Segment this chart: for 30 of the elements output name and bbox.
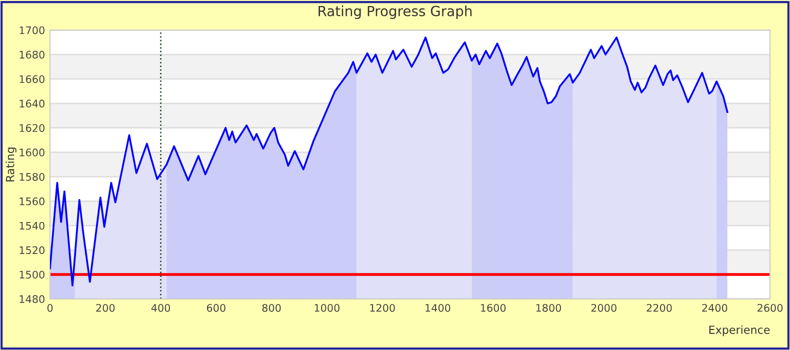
y-tick-label: 1640: [20, 100, 44, 108]
x-tick-label: 1600: [480, 304, 506, 312]
x-tick-label: 1800: [536, 304, 562, 312]
line-series: [50, 36, 728, 286]
x-tick-label: 1000: [314, 304, 340, 312]
x-tick-label: 200: [96, 304, 115, 312]
x-tick-label: 1400: [426, 304, 450, 312]
x-tick-label: 600: [206, 304, 226, 312]
x-tick-label: 2200: [646, 304, 672, 312]
x-tick-label: 2000: [591, 304, 616, 312]
y-tick-label: 1700: [20, 26, 44, 34]
y-tick-label: 1580: [20, 172, 44, 181]
x-tick-label: 0: [47, 304, 53, 312]
x-tick-label: 2600: [758, 304, 783, 312]
y-tick-label: 1600: [20, 148, 44, 156]
y-tick-label: 1660: [20, 75, 44, 84]
y-tick-label: 1540: [20, 222, 44, 230]
y-tick-label: 1480: [20, 295, 44, 304]
y-axis-title: Rating: [6, 148, 16, 182]
chart-title: Rating Progress Graph: [318, 6, 472, 19]
x-tick-label: 800: [262, 304, 281, 312]
y-tick-label: 1520: [20, 246, 44, 254]
y-tick-label: 1680: [20, 50, 44, 59]
y-tick-label: 1500: [20, 270, 44, 279]
x-tick-label: 400: [151, 304, 170, 312]
y-tick-label: 1560: [20, 197, 44, 206]
x-tick-label: 2400: [702, 304, 728, 312]
x-axis-title: Experience: [709, 325, 770, 336]
x-tick-label: 1200: [370, 304, 395, 312]
y-tick-label: 1620: [20, 124, 44, 132]
